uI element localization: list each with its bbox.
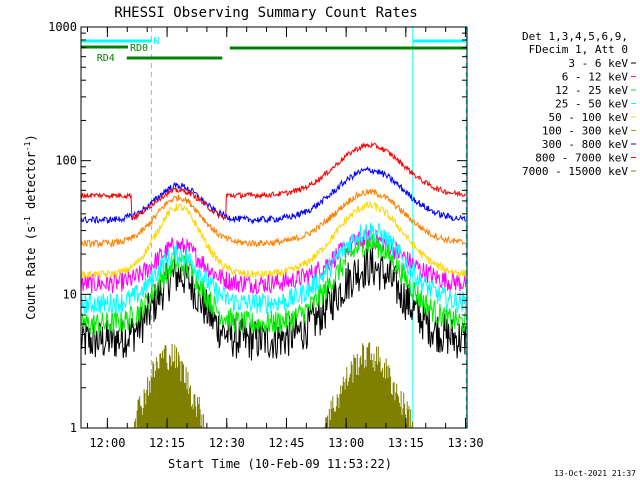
- x-axis-label: Start Time (10-Feb-09 11:53:22): [168, 457, 392, 471]
- legend-entry-800-7000-kev: 800 - 7000 keV: [535, 152, 628, 165]
- y-tick-label-1: 1: [70, 421, 77, 435]
- series-bars-7000-15000-kev-0: [132, 343, 205, 428]
- series-bars-7000-15000-kev-1: [324, 342, 413, 428]
- series-line-800-7000-kev: [80, 141, 467, 221]
- x-tick-label-13:00: 13:00: [328, 436, 364, 450]
- axes: 1 10 100 1000 12:00 12:15 12:30 12:45 13:00 13:15…: [48, 20, 483, 450]
- footer-timestamp: 13-Oct-2021 21:37: [554, 469, 636, 478]
- orbit-label-n: N: [153, 36, 159, 47]
- x-tick-label-13:15: 13:15: [388, 436, 424, 450]
- legend-entry-25-50-kev: 25 - 50 keV: [555, 98, 628, 111]
- x-tick-label-12:15: 12:15: [149, 436, 185, 450]
- chart-title: RHESSI Observing Summary Count Rates: [114, 5, 417, 21]
- plot-frame: [80, 26, 468, 429]
- legend-entry-100-300-kev: 100 - 300 keV: [542, 125, 628, 138]
- plot-area: N RD0 RD4: [80, 27, 467, 428]
- series-line-3-6-kev: [80, 247, 467, 361]
- legend-entry-50-100-kev: 50 - 100 keV: [549, 111, 629, 124]
- series-line-100-300-kev: [80, 188, 467, 249]
- x-tick-label-12:30: 12:30: [209, 436, 245, 450]
- legend-header-line-1: Det 1,3,4,5,6,9,: [522, 30, 628, 43]
- y-tick-label-100: 100: [55, 154, 77, 168]
- orbit-label-rd4: RD4: [97, 53, 115, 64]
- legend: Det 1,3,4,5,6,9, FDecim 1, Att 0 3 - 6 k…: [522, 30, 636, 178]
- series-line-25-50-kev: [80, 222, 467, 315]
- x-tick-label-13:30: 13:30: [447, 436, 483, 450]
- series-line-12-25-kev: [80, 233, 467, 335]
- x-tick-label-12:45: 12:45: [268, 436, 304, 450]
- legend-header-line-2: FDecim 1, Att 0: [529, 43, 628, 56]
- y-axis-label: Count Rate (s-1 detector-1): [23, 134, 38, 319]
- x-tick-label-12:00: 12:00: [89, 436, 125, 450]
- legend-entry-7000-15000-kev: 7000 - 15000 keV: [522, 165, 628, 178]
- y-tick-label-1000: 1000: [48, 20, 77, 34]
- orbit-label-rd0: RD0: [130, 43, 148, 54]
- legend-entry-12-25-kev: 12 - 25 keV: [555, 84, 628, 97]
- series-line-50-100-kev: [80, 200, 467, 280]
- legend-entry-6-12-kev: 6 - 12 keV: [562, 71, 629, 84]
- legend-entry-300-800-kev: 300 - 800 keV: [542, 138, 628, 151]
- y-tick-label-10: 10: [63, 287, 77, 301]
- legend-entry-3-6-kev: 3 - 6 keV: [568, 57, 628, 70]
